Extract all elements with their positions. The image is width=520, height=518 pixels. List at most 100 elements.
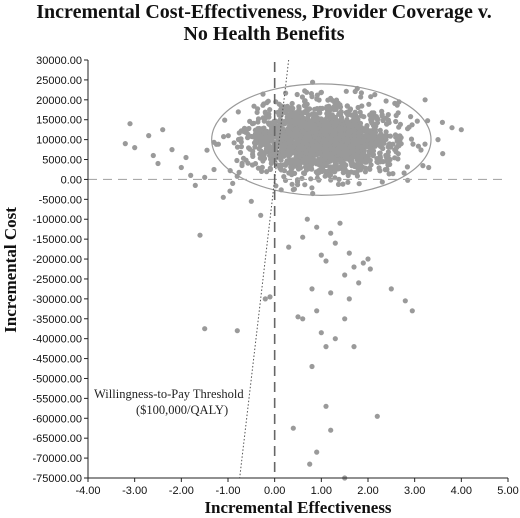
data-point bbox=[343, 169, 349, 175]
y-tick-label: -20000.00 bbox=[32, 254, 82, 266]
data-point bbox=[264, 100, 270, 106]
data-point bbox=[354, 164, 360, 170]
data-point bbox=[290, 119, 297, 125]
wtp-annotation-line-2: ($100,000/QALY) bbox=[136, 403, 228, 417]
data-point bbox=[383, 129, 389, 135]
data-point bbox=[303, 150, 309, 156]
data-point bbox=[259, 164, 265, 170]
data-point bbox=[332, 168, 338, 174]
data-point bbox=[314, 92, 320, 98]
data-point bbox=[366, 101, 372, 107]
data-point bbox=[329, 132, 335, 138]
data-point bbox=[347, 107, 353, 113]
x-tick-label: -3.00 bbox=[122, 485, 147, 497]
data-point bbox=[354, 173, 360, 179]
y-tick-label: -10000.00 bbox=[32, 214, 82, 226]
data-point bbox=[260, 102, 266, 108]
data-point bbox=[347, 143, 353, 150]
data-point bbox=[281, 168, 287, 174]
data-point bbox=[395, 110, 401, 116]
data-point bbox=[269, 158, 275, 164]
outlier-point bbox=[323, 403, 329, 409]
data-point bbox=[377, 150, 383, 156]
data-point bbox=[289, 100, 295, 107]
data-point bbox=[328, 95, 334, 101]
data-point bbox=[352, 109, 358, 115]
y-tick-label: -60000.00 bbox=[32, 413, 82, 425]
data-point bbox=[340, 181, 346, 187]
outlier-point bbox=[146, 133, 152, 139]
data-point bbox=[294, 179, 301, 185]
data-point bbox=[352, 88, 358, 95]
y-tick-label: -40000.00 bbox=[32, 334, 82, 346]
data-point bbox=[326, 109, 332, 115]
data-point bbox=[439, 119, 445, 125]
outlier-point bbox=[374, 413, 380, 419]
data-point bbox=[221, 134, 227, 140]
outlier-point bbox=[248, 198, 254, 204]
data-point bbox=[238, 128, 244, 134]
wtp-annotation-line-1: Willingness-to-Pay Threshold bbox=[94, 387, 244, 401]
data-point bbox=[278, 163, 284, 169]
data-point bbox=[333, 147, 339, 153]
data-point bbox=[288, 164, 294, 170]
outlier-point bbox=[202, 326, 208, 332]
data-point bbox=[273, 183, 279, 189]
data-point bbox=[338, 112, 344, 118]
data-point bbox=[370, 148, 377, 154]
data-point bbox=[331, 164, 337, 171]
data-point bbox=[386, 120, 392, 126]
data-point bbox=[393, 134, 399, 140]
data-point bbox=[379, 108, 385, 114]
data-point bbox=[324, 120, 330, 126]
data-point bbox=[377, 168, 383, 174]
data-point bbox=[380, 117, 386, 124]
data-point bbox=[302, 120, 308, 126]
outlier-point bbox=[360, 260, 366, 266]
y-axis-ticks: 30000.00 25000.00 20000.00 15000.00 10000.00… bbox=[32, 55, 88, 485]
data-point bbox=[255, 165, 261, 171]
y-tick-label: 10000.00 bbox=[36, 135, 82, 147]
data-point bbox=[317, 150, 323, 156]
data-point bbox=[362, 169, 368, 175]
outlier-point bbox=[346, 250, 352, 256]
data-point bbox=[234, 157, 240, 164]
data-point bbox=[326, 172, 332, 178]
data-point bbox=[286, 123, 293, 129]
data-point bbox=[299, 94, 305, 100]
outlier-point bbox=[449, 125, 455, 131]
data-point bbox=[377, 127, 383, 133]
y-tick-label: 5000.00 bbox=[42, 155, 82, 167]
x-tick-label: -2.00 bbox=[169, 485, 194, 497]
data-point bbox=[279, 142, 285, 148]
data-point bbox=[397, 121, 403, 127]
data-point bbox=[315, 136, 322, 142]
outlier-point bbox=[132, 145, 138, 151]
data-point bbox=[408, 114, 414, 120]
data-point bbox=[338, 160, 344, 166]
data-point bbox=[293, 126, 299, 132]
x-tick-label: 5.00 bbox=[497, 485, 518, 497]
data-point bbox=[309, 121, 315, 127]
data-point bbox=[379, 113, 385, 119]
data-point bbox=[358, 113, 365, 119]
data-point bbox=[420, 163, 426, 169]
y-tick-label: -70000.00 bbox=[32, 453, 82, 465]
outlier-point bbox=[318, 330, 324, 336]
outlier-point bbox=[267, 294, 273, 300]
data-point bbox=[386, 171, 392, 177]
data-point bbox=[227, 188, 233, 194]
data-point bbox=[331, 156, 337, 162]
x-tick-label: 0.00 bbox=[264, 485, 285, 497]
data-point bbox=[414, 118, 420, 124]
data-point bbox=[351, 132, 357, 138]
data-point bbox=[372, 92, 378, 98]
data-point bbox=[305, 116, 311, 122]
data-point bbox=[362, 143, 368, 149]
data-point bbox=[286, 157, 292, 163]
data-point bbox=[235, 109, 241, 115]
data-point bbox=[385, 112, 391, 118]
outlier-point bbox=[155, 160, 161, 167]
data-point bbox=[245, 135, 251, 141]
outlier-point bbox=[197, 232, 203, 238]
